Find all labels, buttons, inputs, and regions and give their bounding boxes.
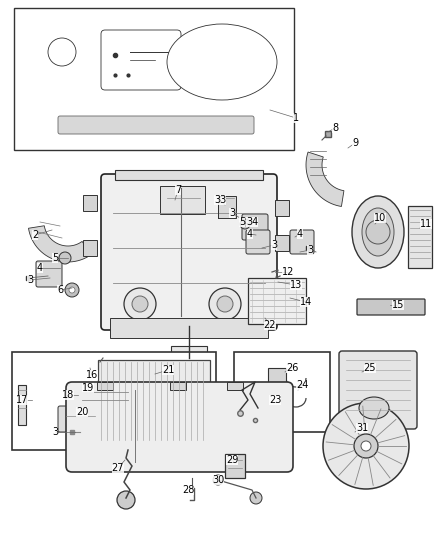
Text: 8: 8 [332, 123, 338, 133]
Text: 18: 18 [62, 390, 74, 400]
Text: 14: 14 [300, 297, 312, 307]
Text: 23: 23 [269, 395, 281, 405]
Text: 27: 27 [112, 463, 124, 473]
Circle shape [117, 491, 135, 509]
Bar [218, 196, 236, 218]
FancyBboxPatch shape [36, 261, 62, 287]
Text: 2: 2 [32, 230, 38, 240]
Bar [98, 360, 210, 442]
Bar [170, 382, 186, 390]
Bar [248, 278, 306, 324]
Bar [171, 346, 207, 364]
Ellipse shape [167, 24, 277, 100]
Bar [234, 352, 330, 432]
Bar [268, 368, 286, 382]
Circle shape [240, 219, 250, 229]
Ellipse shape [352, 196, 404, 268]
Circle shape [366, 220, 390, 244]
FancyBboxPatch shape [290, 230, 314, 254]
Text: 19: 19 [82, 383, 94, 393]
Circle shape [132, 296, 148, 312]
Bar [275, 200, 289, 216]
Text: 4: 4 [37, 263, 43, 273]
Bar [227, 382, 243, 390]
Text: 13: 13 [290, 280, 302, 290]
Text: 3: 3 [27, 275, 33, 285]
Text: 5: 5 [52, 253, 58, 263]
Text: 3: 3 [52, 427, 58, 437]
Text: 1: 1 [293, 113, 299, 123]
Text: 4: 4 [247, 229, 253, 239]
Bar [83, 195, 97, 211]
Text: 12: 12 [282, 267, 294, 277]
Polygon shape [306, 152, 344, 206]
Text: 28: 28 [182, 485, 194, 495]
Ellipse shape [323, 403, 409, 489]
Bar [408, 206, 432, 268]
Text: 3: 3 [229, 208, 235, 218]
Circle shape [124, 288, 156, 320]
Bar [83, 240, 97, 256]
Ellipse shape [362, 208, 394, 256]
Circle shape [209, 288, 241, 320]
Text: 33: 33 [214, 195, 226, 205]
Bar [18, 385, 26, 425]
FancyBboxPatch shape [101, 30, 181, 90]
Bar [110, 318, 268, 338]
Circle shape [48, 38, 76, 66]
Bar [160, 186, 205, 214]
Circle shape [217, 296, 233, 312]
Circle shape [83, 383, 93, 393]
FancyBboxPatch shape [357, 299, 425, 315]
Ellipse shape [359, 397, 389, 419]
Text: 26: 26 [286, 363, 298, 373]
Circle shape [59, 252, 71, 264]
Text: 22: 22 [264, 320, 276, 330]
Text: 11: 11 [420, 219, 432, 229]
Text: 17: 17 [16, 395, 28, 405]
Circle shape [213, 475, 223, 485]
Text: 16: 16 [86, 370, 98, 380]
Text: 9: 9 [352, 138, 358, 148]
FancyBboxPatch shape [58, 406, 102, 432]
Text: 29: 29 [226, 455, 238, 465]
Circle shape [65, 283, 79, 297]
Text: 4: 4 [297, 229, 303, 239]
Circle shape [250, 492, 262, 504]
Bar [12, 352, 216, 450]
Text: 31: 31 [356, 423, 368, 433]
Text: 3: 3 [271, 240, 277, 250]
Circle shape [65, 388, 79, 402]
FancyBboxPatch shape [246, 230, 270, 254]
Text: 24: 24 [296, 380, 308, 390]
Bar [97, 382, 113, 390]
Text: 21: 21 [162, 365, 174, 375]
Circle shape [361, 441, 371, 451]
Bar [14, 8, 294, 150]
Text: 30: 30 [212, 475, 224, 485]
Circle shape [69, 392, 75, 398]
Circle shape [69, 287, 75, 293]
Bar [275, 235, 289, 251]
FancyBboxPatch shape [339, 351, 417, 429]
Text: 10: 10 [374, 213, 386, 223]
FancyBboxPatch shape [101, 174, 277, 330]
Text: 15: 15 [392, 300, 404, 310]
Text: 20: 20 [76, 407, 88, 417]
Bar [225, 454, 245, 478]
Text: 6: 6 [57, 285, 63, 295]
FancyBboxPatch shape [242, 214, 268, 240]
Text: 5: 5 [239, 217, 245, 227]
Polygon shape [28, 226, 92, 262]
Bar [115, 170, 263, 180]
FancyBboxPatch shape [58, 116, 254, 134]
Circle shape [354, 434, 378, 458]
Text: 34: 34 [246, 217, 258, 227]
Text: 7: 7 [175, 185, 181, 195]
FancyBboxPatch shape [66, 382, 293, 472]
Text: 3: 3 [307, 245, 313, 255]
Text: 25: 25 [364, 363, 376, 373]
